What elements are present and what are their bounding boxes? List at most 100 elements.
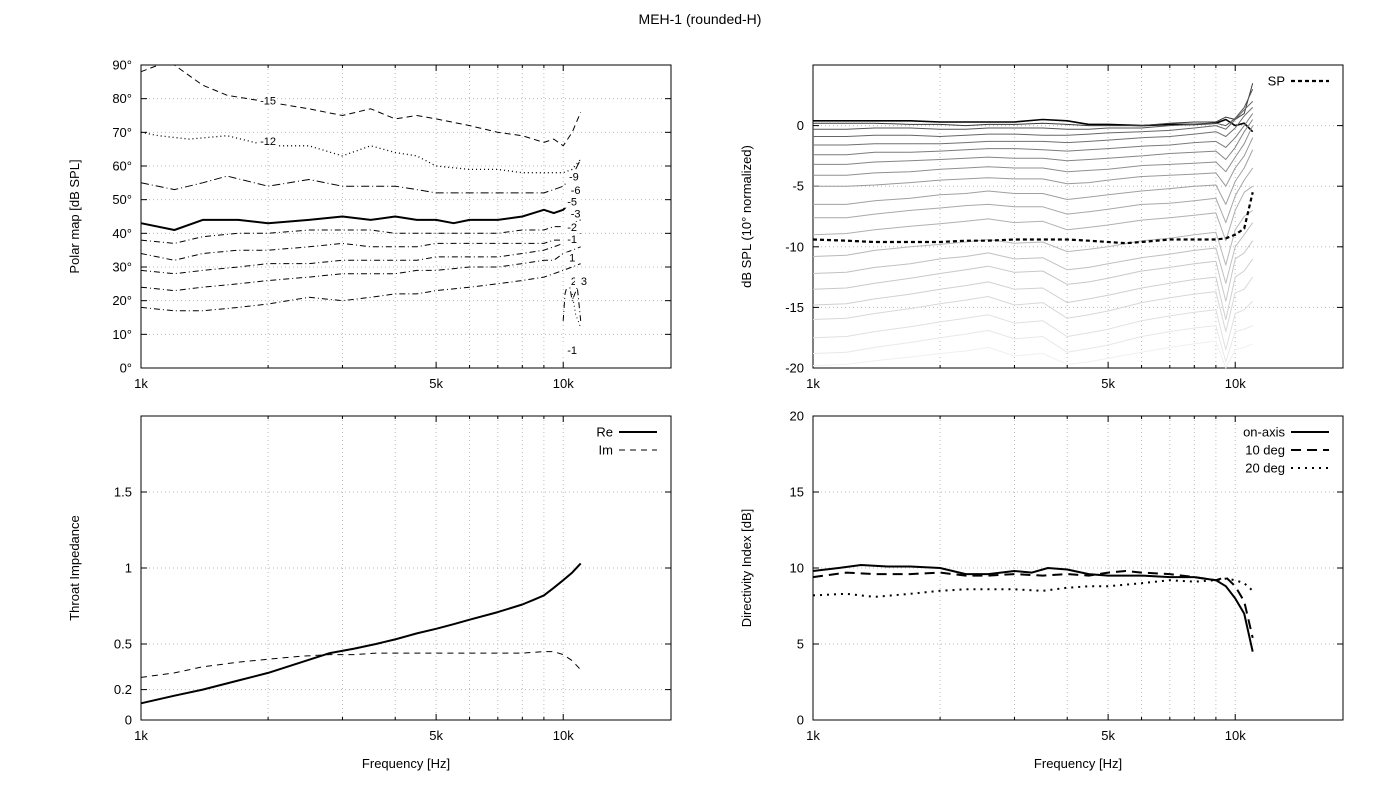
y-tick-label: 70° bbox=[112, 125, 132, 140]
y-tick-label: 40° bbox=[112, 226, 132, 241]
contour-label: -15 bbox=[260, 96, 276, 108]
contour-line-5 bbox=[140, 229, 582, 261]
panel-directivity-index: 1k 5k 10k 0 5 10 15 20 Directivity Index [dB] Fre… bbox=[739, 409, 1344, 771]
contour-label: -2 bbox=[567, 222, 577, 234]
y-tick-label: 50° bbox=[112, 192, 132, 207]
y-tick-label: 10 bbox=[790, 561, 804, 576]
contour-line-10 bbox=[571, 293, 582, 328]
contour-label-bg bbox=[563, 252, 582, 264]
x-tick-label: 5k bbox=[1101, 728, 1115, 743]
10-deg-line-1 bbox=[812, 570, 1254, 639]
contour-label: 3 bbox=[581, 276, 587, 288]
y-axis-label: Directivity Index [dB] bbox=[739, 509, 754, 628]
x-tick-label: 1k bbox=[134, 376, 148, 391]
spl-angle-line-16 bbox=[812, 276, 1254, 333]
contour-line-4 bbox=[140, 219, 581, 244]
spl-angle-line-4 bbox=[813, 107, 1254, 146]
spl-angle-line-8 bbox=[813, 137, 1254, 187]
plot-frame bbox=[812, 64, 1344, 369]
panel-spl-normalized: 1k 5k 10k 0 -5 -10 -15 -20 dB SPL (10° normalize… bbox=[739, 64, 1344, 391]
contour-label-bg bbox=[563, 196, 582, 208]
contour-label: -9 bbox=[569, 171, 579, 183]
legend-label: Re bbox=[596, 425, 613, 440]
contour-label-bg bbox=[564, 171, 583, 183]
contour-label: -5 bbox=[567, 197, 577, 209]
spl-angle-line-6 bbox=[813, 119, 1254, 165]
y-tick-label: 80° bbox=[112, 91, 132, 106]
spl-angle-line-11 bbox=[812, 185, 1253, 242]
legend-label: 10 deg bbox=[1245, 443, 1285, 458]
plot-frame bbox=[140, 64, 672, 369]
contour-label-bg bbox=[563, 344, 582, 356]
x-tick-label: 10k bbox=[1225, 728, 1246, 743]
20-deg-line-2 bbox=[812, 577, 1254, 598]
y-tick-label: 1 bbox=[125, 561, 132, 576]
legend-label: 20 deg bbox=[1245, 461, 1285, 476]
legend-label: SP bbox=[1268, 74, 1285, 89]
x-tick-label: 1k bbox=[806, 728, 820, 743]
spl-angle-line-1 bbox=[813, 83, 1254, 127]
contour-label-bg bbox=[563, 221, 582, 233]
x-tick-label: 10k bbox=[553, 376, 574, 391]
spl-angle-line-12 bbox=[812, 209, 1253, 266]
contour-line-8 bbox=[140, 263, 581, 312]
y-tick-label: 0 bbox=[797, 713, 804, 728]
contour-label-bg bbox=[566, 208, 585, 220]
spl-angle-line-14 bbox=[812, 240, 1254, 302]
spl-angle-line-10 bbox=[813, 167, 1254, 224]
spl-angle-line-3 bbox=[813, 101, 1254, 137]
y-tick-label: 0° bbox=[120, 361, 132, 376]
contour-line-2 bbox=[140, 159, 582, 194]
x-tick-label: 1k bbox=[806, 376, 820, 391]
spl-angle-line-9 bbox=[813, 149, 1254, 205]
contour-label: 1 bbox=[569, 252, 575, 264]
panel-polar-map: 1k 5k 10k 0° 10° 20° 30° 40° 50° 60° 70° 80° 90° Pola… bbox=[67, 58, 672, 391]
sp-line bbox=[812, 192, 1254, 245]
x-axis-label: Frequency [Hz] bbox=[1034, 756, 1122, 771]
y-axis-label: Polar map [dB SPL] bbox=[67, 159, 82, 273]
contour-label: -1 bbox=[567, 345, 577, 357]
x-tick-label: 5k bbox=[429, 376, 443, 391]
contour-label: -12 bbox=[260, 136, 276, 148]
contour-line-3 bbox=[140, 199, 573, 231]
spl-angle-line-5 bbox=[813, 113, 1254, 156]
x-tick-label: 10k bbox=[553, 728, 574, 743]
y-tick-label: 0.5 bbox=[114, 637, 132, 652]
y-axis-label: dB SPL (10° normalized) bbox=[739, 145, 754, 288]
spl-angle-line-13 bbox=[812, 222, 1254, 284]
contour-line-9 bbox=[562, 280, 582, 321]
x-tick-label: 10k bbox=[1225, 376, 1246, 391]
re-line-0 bbox=[140, 562, 582, 705]
contour-line-0 bbox=[140, 64, 582, 147]
y-tick-label: 0 bbox=[125, 713, 132, 728]
spl-angle-line-18 bbox=[812, 325, 1253, 363]
panel-throat-impedance: 1k 5k 10k 0 0.2 0.5 1 1.5 Throat Impedance Freque… bbox=[67, 415, 672, 771]
y-tick-label: 20 bbox=[790, 409, 804, 424]
contour-label: 2 bbox=[571, 276, 577, 288]
y-tick-label: 0.2 bbox=[114, 682, 132, 697]
y-tick-label: -5 bbox=[792, 179, 804, 194]
contour-label-bg bbox=[566, 184, 585, 196]
x-tick-label: 5k bbox=[1101, 376, 1115, 391]
contour-line-1 bbox=[140, 131, 582, 174]
y-tick-label: 90° bbox=[112, 58, 132, 73]
contour-label-bg bbox=[259, 136, 278, 148]
y-tick-label: 60° bbox=[112, 159, 132, 174]
contour-line-7 bbox=[140, 246, 581, 292]
contour-line-6 bbox=[140, 232, 582, 275]
contour-label-bg bbox=[259, 95, 278, 107]
y-tick-label: 0 bbox=[797, 118, 804, 133]
y-tick-label: 10° bbox=[112, 327, 132, 342]
legend-label: on-axis bbox=[1243, 425, 1285, 440]
y-tick-label: 5 bbox=[797, 637, 804, 652]
contour-label-bg bbox=[564, 275, 583, 287]
im-line-1 bbox=[140, 651, 582, 678]
y-tick-label: 30° bbox=[112, 260, 132, 275]
x-tick-label: 5k bbox=[429, 728, 443, 743]
y-tick-label: 15 bbox=[790, 485, 804, 500]
figure-title: MEH-1 (rounded-H) bbox=[639, 11, 762, 27]
x-axis-label: Frequency [Hz] bbox=[362, 756, 450, 771]
spl-angle-line-15 bbox=[812, 258, 1254, 320]
spl-angle-line-2 bbox=[813, 88, 1254, 130]
